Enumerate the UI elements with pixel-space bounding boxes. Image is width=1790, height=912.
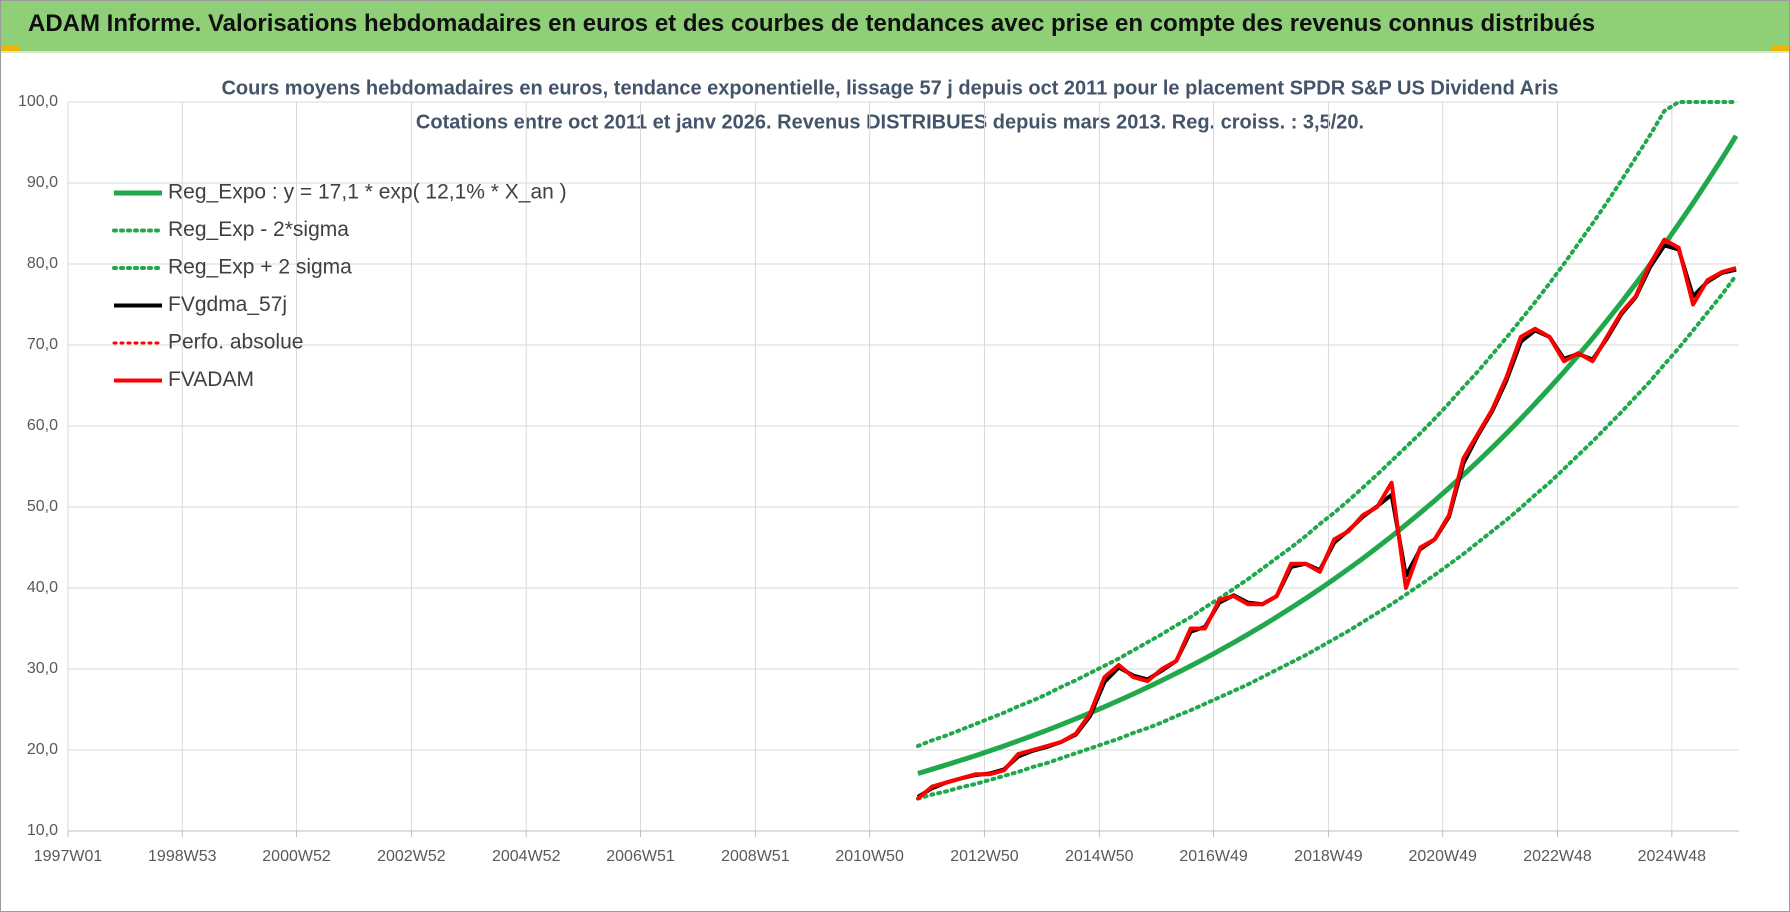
header-title: ADAM Informe. Valorisations hebdomadaire… xyxy=(28,10,1596,37)
y-tick-label: 100,0 xyxy=(18,93,58,110)
x-tick-label: 2020W49 xyxy=(1408,848,1477,865)
x-tick-label: 2012W50 xyxy=(950,848,1019,865)
series-line xyxy=(917,134,1739,776)
y-tick-label: 20,0 xyxy=(27,741,58,758)
legend-label: FVgdma_57j xyxy=(168,293,287,316)
x-tick-label: 1997W01 xyxy=(34,848,103,865)
corner-mark xyxy=(1,45,19,51)
y-tick-label: 80,0 xyxy=(27,255,58,272)
x-tick-label: 2008W51 xyxy=(721,848,790,865)
legend-label: Reg_Exp + 2 sigma xyxy=(168,256,352,279)
x-tick-label: 2002W52 xyxy=(377,848,446,865)
y-tick-label: 90,0 xyxy=(27,174,58,191)
legend-label: Reg_Exp - 2*sigma xyxy=(168,218,349,241)
x-tick-label: 1998W53 xyxy=(148,848,217,865)
x-tick-label: 2022W48 xyxy=(1523,848,1592,865)
legend-label: Reg_Expo : y = 17,1 * exp( 12,1% * X_an … xyxy=(168,181,567,204)
series-line xyxy=(915,273,1739,801)
x-tick-label: 2006W51 xyxy=(606,848,675,865)
series-line xyxy=(915,100,1739,748)
legend-label: FVADAM xyxy=(168,368,254,391)
series-line xyxy=(916,237,1737,801)
legend-label: Perfo. absolue xyxy=(168,331,303,354)
x-tick-label: 2018W49 xyxy=(1294,848,1363,865)
y-tick-label: 50,0 xyxy=(27,498,58,515)
x-tick-label: 2016W49 xyxy=(1179,848,1248,865)
y-tick-label: 70,0 xyxy=(27,336,58,353)
y-tick-label: 40,0 xyxy=(27,579,58,596)
x-tick-label: 2024W48 xyxy=(1638,848,1707,865)
chart-title: Cours moyens hebdomadaires en euros, ten… xyxy=(221,77,1558,99)
chart-subtitle: Cotations entre oct 2011 et janv 2026. R… xyxy=(416,111,1364,133)
y-tick-label: 30,0 xyxy=(27,660,58,677)
header-bar: ADAM Informe. Valorisations hebdomadaire… xyxy=(1,1,1789,53)
x-tick-label: 2014W50 xyxy=(1065,848,1134,865)
grid xyxy=(67,101,1739,832)
y-tick-label: 60,0 xyxy=(27,417,58,434)
x-tick-label: 2000W52 xyxy=(262,848,331,865)
x-tick-label: 2010W50 xyxy=(835,848,904,865)
corner-mark xyxy=(1771,45,1789,51)
y-tick-label: 10,0 xyxy=(27,822,58,839)
x-tick-label: 2004W52 xyxy=(492,848,561,865)
